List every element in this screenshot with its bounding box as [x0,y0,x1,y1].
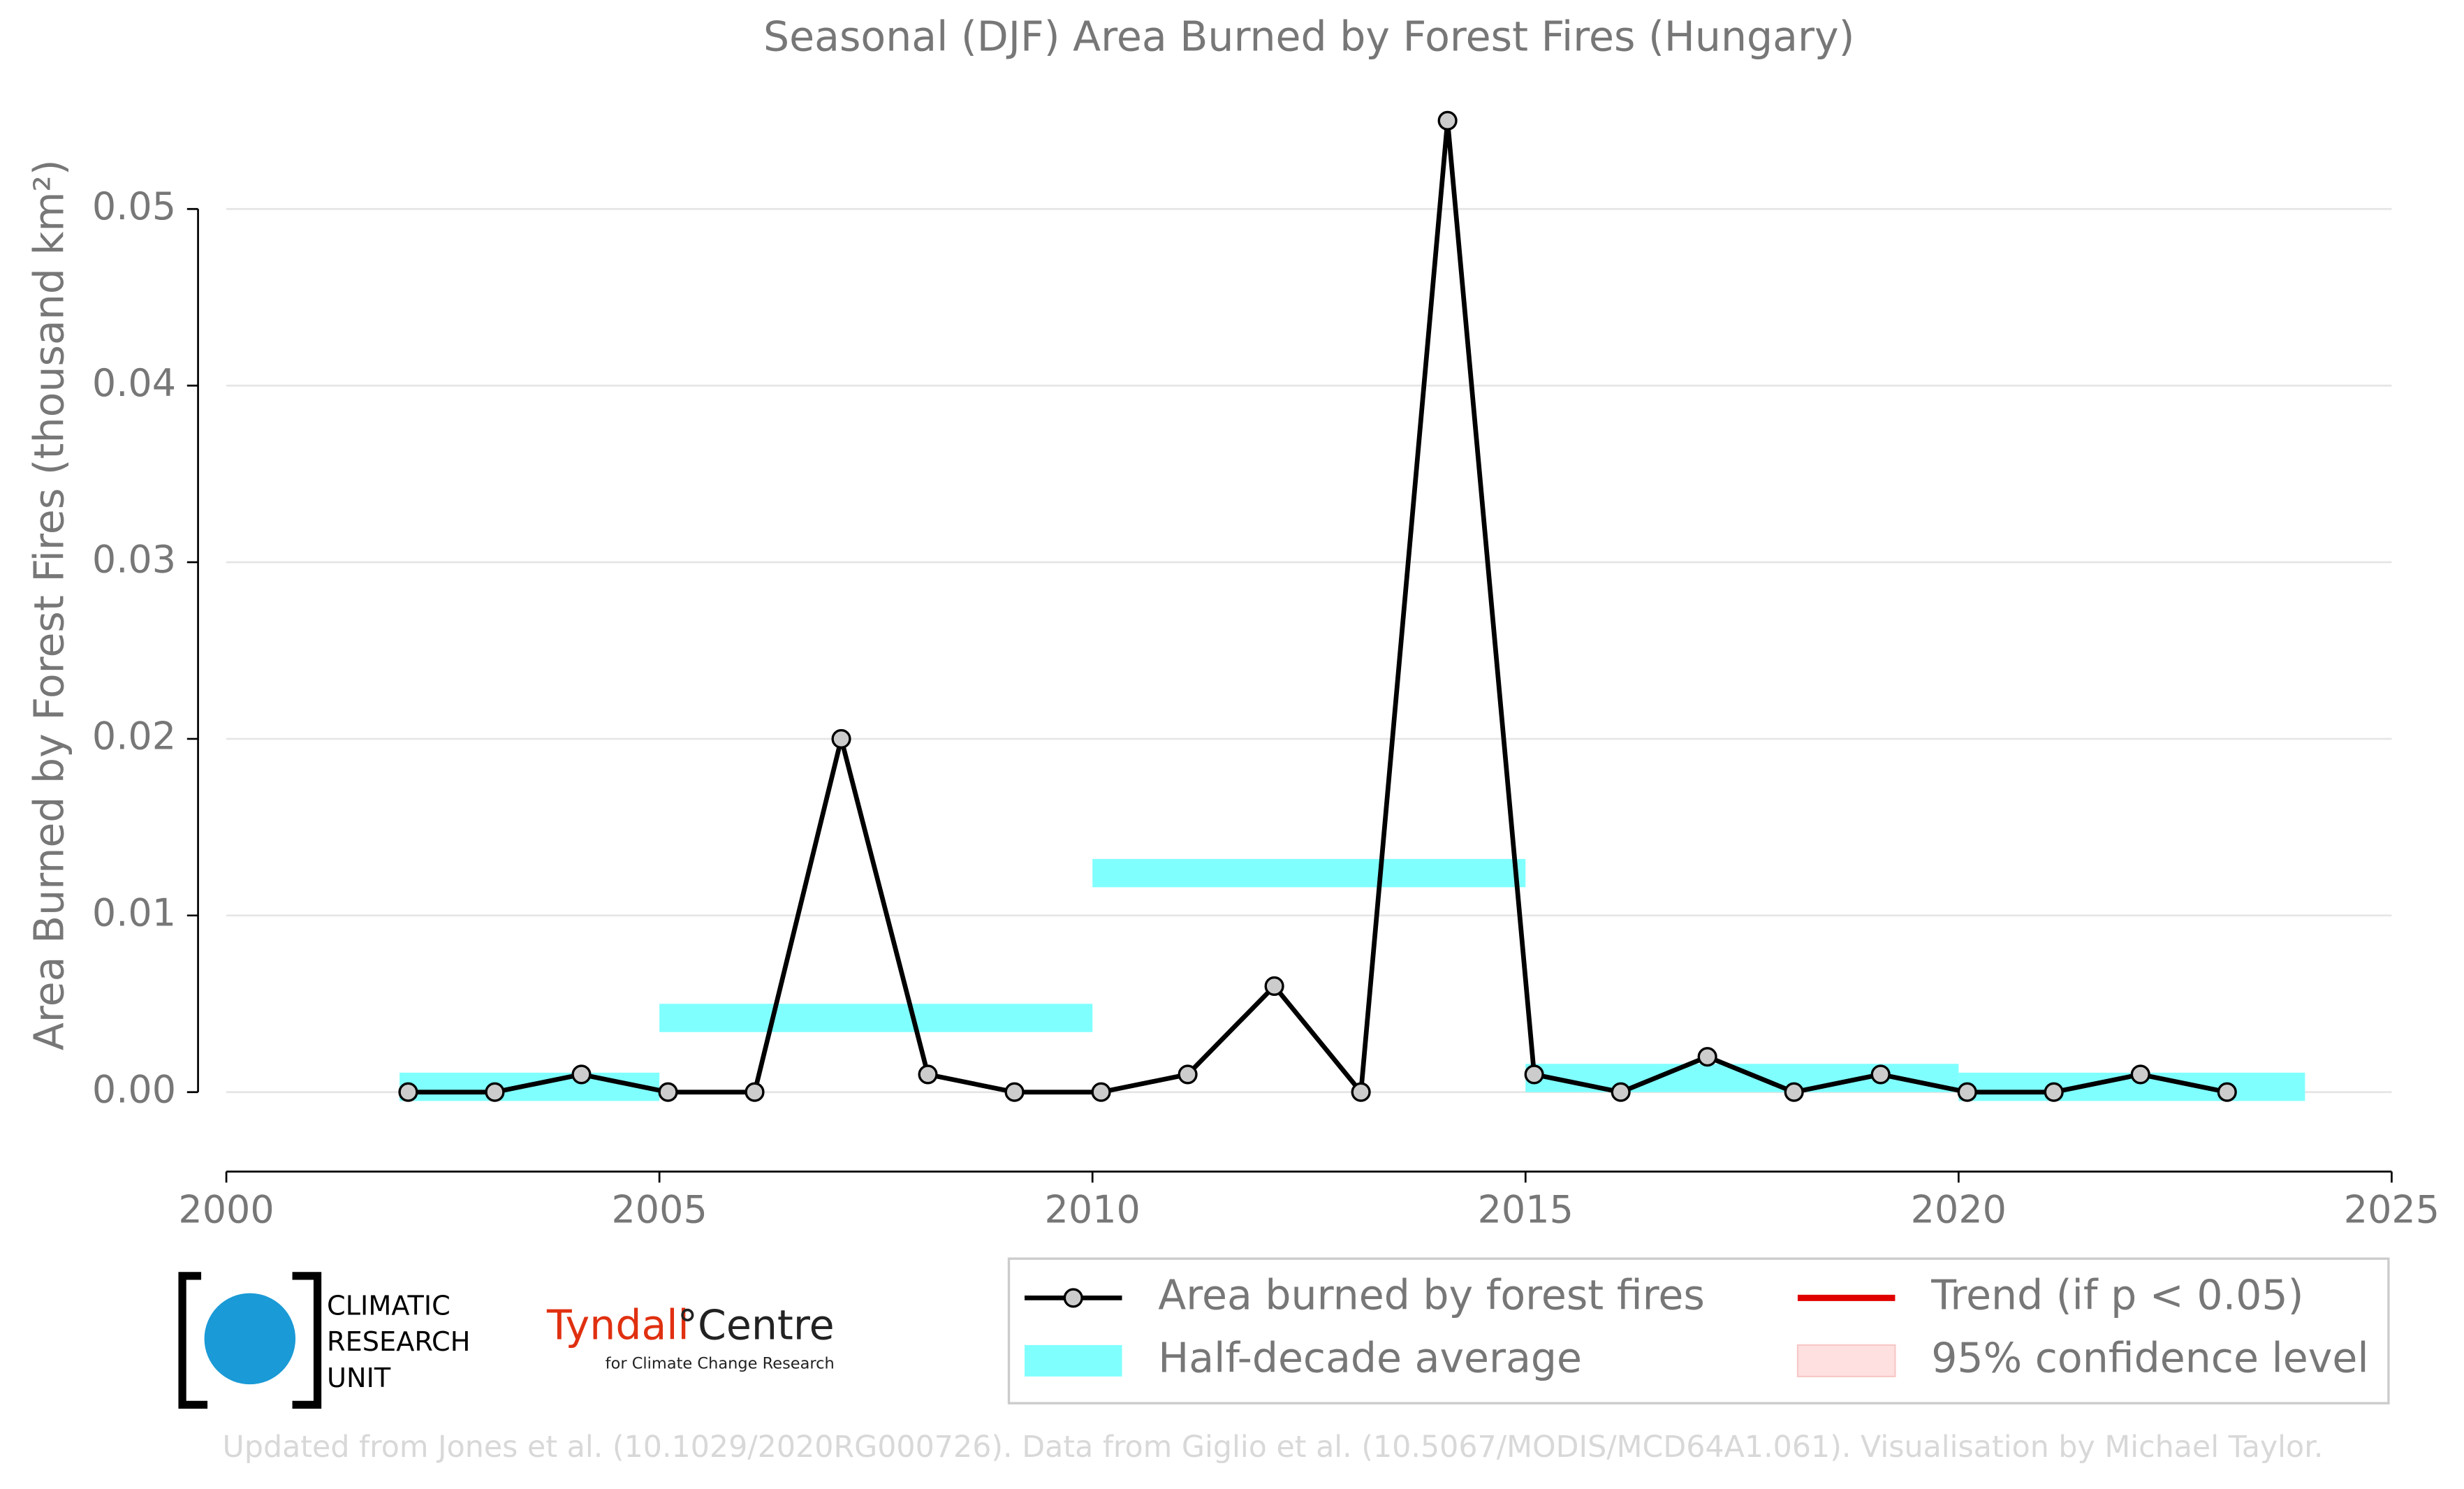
x-tick-label: 2025 [2344,1188,2440,1232]
point [1697,1047,1717,1067]
y-tick-label: 0.00 [92,1067,176,1111]
y-tick-label: 0.04 [92,361,176,405]
y-axis-label: Area Burned by Forest Fires (thousand km… [25,159,73,1050]
point [1784,1082,1804,1102]
point [1091,1082,1111,1102]
cru-logo [178,1272,322,1409]
x-tick-label: 2005 [611,1188,707,1232]
legend-label: Half-decade average [1158,1335,1582,1382]
footer: Updated from Jones et al. (10.1029/2020R… [223,1430,2324,1465]
legend-box [1007,1257,2390,1404]
point [1004,1082,1025,1102]
point [2130,1064,2150,1085]
half-decade-bar [1092,858,1526,888]
logo-text: for Climate Change Research [606,1354,835,1372]
point [1957,1082,1977,1102]
legend-label: Trend (if p < 0.05) [1930,1272,2303,1319]
point [485,1082,505,1102]
point [2044,1082,2064,1102]
logo-globe [204,1293,296,1385]
line [408,118,2228,1095]
legend-label: Area burned by forest fires [1158,1272,1705,1319]
legend-label: 95% confidence level [1931,1335,2368,1382]
x-tick-label: 2020 [1911,1188,2007,1232]
x-tick-label: 2010 [1045,1188,1141,1232]
point [571,1064,592,1085]
logo-text: CLIMATIC [327,1291,450,1321]
point [1870,1064,1891,1085]
point [1264,976,1284,997]
point [1437,110,1458,131]
point [658,1082,678,1102]
logo-bracket [178,1272,322,1409]
y-tick-label: 0.02 [92,714,176,758]
x-tick-label: 2000 [178,1188,274,1232]
logo-text: Tyndall [546,1301,689,1349]
logo-text: °Centre [677,1301,835,1349]
half-decade-bar [659,1004,1093,1032]
legend-swatch [1063,1288,1083,1308]
x-tick-label: 2015 [1478,1188,1574,1232]
y-tick-label: 0.01 [92,890,176,934]
point [2217,1082,2237,1102]
legend-swatch [1796,1344,1896,1378]
legend-swatch [1025,1344,1122,1377]
point [918,1064,938,1085]
point [1178,1064,1198,1085]
point [831,728,851,749]
point [745,1082,765,1102]
point [1351,1082,1371,1102]
point [398,1082,418,1102]
y-tick-label: 0.03 [92,538,176,582]
logo-text: UNIT [327,1363,391,1394]
point [1524,1064,1544,1085]
chart-title: Seasonal (DJF) Area Burned by Forest Fir… [763,13,1854,60]
logo-text: RESEARCH [327,1327,470,1358]
point [1611,1082,1631,1102]
y-tick-label: 0.05 [92,184,176,228]
